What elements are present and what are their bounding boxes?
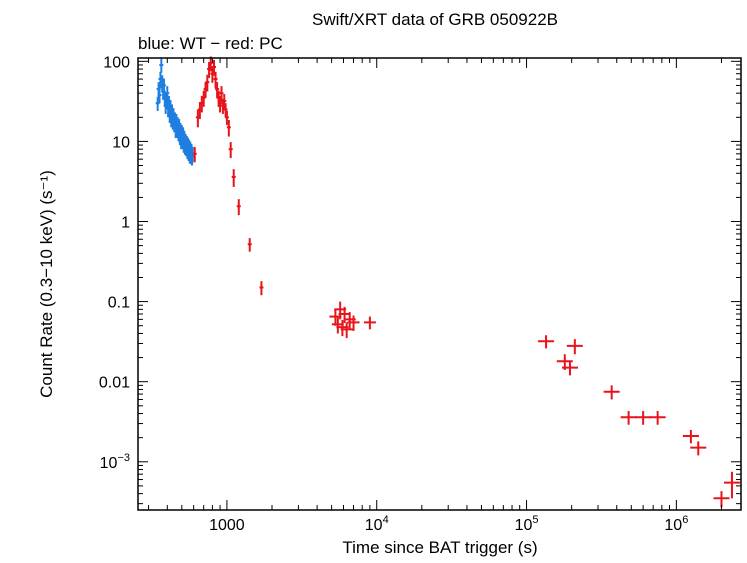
data-point (208, 56, 213, 72)
x-tick-label: 106 (664, 514, 688, 534)
data-point (562, 361, 579, 376)
data-point (213, 71, 218, 89)
series-0 (155, 58, 195, 166)
y-tick-label: 10−3 (100, 452, 130, 472)
data-point (211, 59, 216, 76)
data-point (603, 385, 620, 400)
data-point (713, 491, 730, 508)
data-point (218, 95, 223, 113)
x-axis-label: Time since BAT trigger (s) (342, 538, 537, 557)
axis-ticks: 1000 104 105 106 100 10 1 0.1 0.01 10−3 (99, 54, 741, 534)
x-tick-label: 104 (365, 514, 389, 534)
data-point (226, 120, 231, 137)
data-point (192, 147, 197, 163)
plot-frame (137, 57, 742, 511)
data-point (224, 110, 229, 126)
data-point (165, 86, 170, 103)
data-point (222, 94, 227, 110)
data-point (159, 58, 164, 73)
y-tick-label: 10 (112, 134, 130, 151)
y-tick-label: 100 (103, 54, 130, 71)
y-tick-label: 0.01 (99, 375, 130, 392)
data-point (635, 411, 652, 425)
data-point (347, 315, 360, 331)
data-point (538, 335, 555, 349)
data-point (157, 88, 162, 104)
x-tick-label: 105 (515, 514, 539, 534)
data-point (223, 103, 228, 118)
data-point (620, 411, 637, 425)
data-point (236, 199, 241, 216)
data-point (231, 169, 236, 187)
data-point (215, 82, 220, 98)
data-point (205, 74, 210, 92)
y-tick-label: 0.1 (108, 295, 130, 312)
data-point (566, 339, 583, 355)
data-point (259, 281, 264, 296)
data-point (649, 411, 666, 425)
data-point (723, 471, 740, 499)
data-point (690, 441, 707, 456)
data-point (682, 429, 699, 444)
y-axis-label: Count Rate (0.3−10 keV) (s⁻¹) (37, 170, 56, 398)
data-point (247, 238, 252, 252)
chart-title: Swift/XRT data of GRB 050922B (312, 10, 558, 29)
x-tick-label: 1000 (209, 517, 245, 534)
series-1 (192, 56, 740, 508)
chart-subtitle: blue: WT − red: PC (138, 34, 283, 53)
data-point (363, 316, 376, 330)
data-point (219, 86, 224, 103)
data-point (340, 322, 353, 339)
plot-marks (155, 56, 740, 508)
y-tick-label: 1 (121, 215, 130, 232)
data-point (228, 142, 233, 159)
